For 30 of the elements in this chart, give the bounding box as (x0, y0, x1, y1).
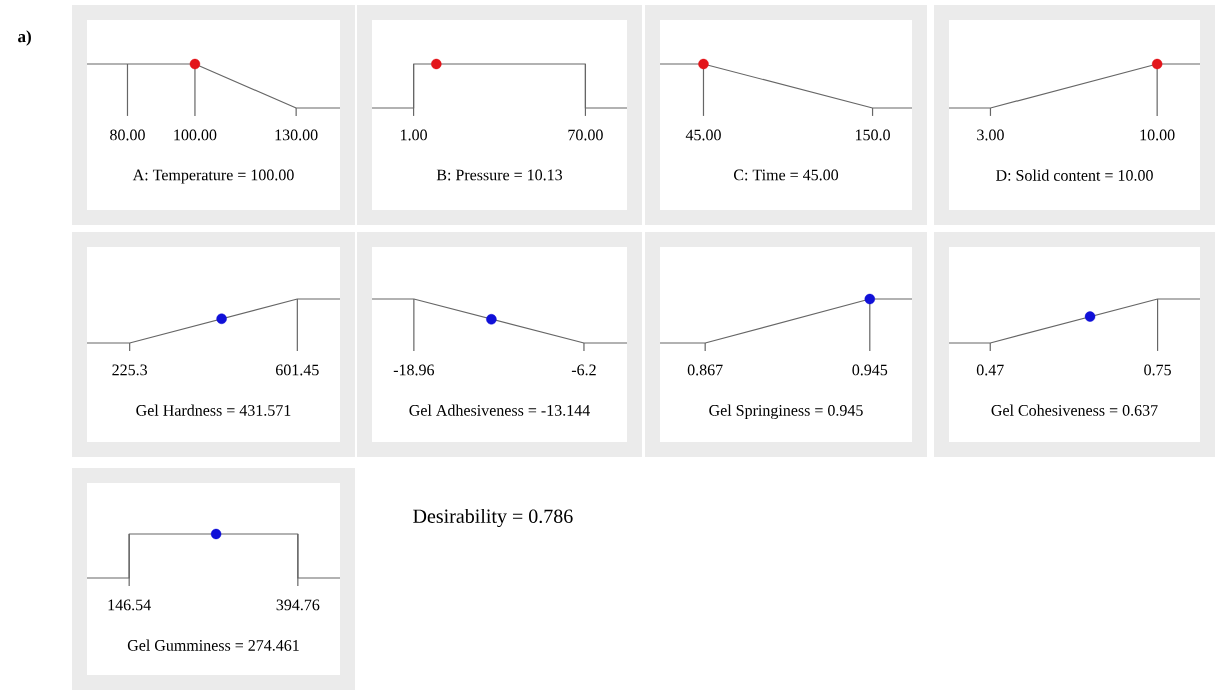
x-tick-label: 10.00 (1140, 129, 1175, 141)
x-axis-title: C: Time = 45.00 (734, 169, 839, 181)
x-tick-label: 1.00 (401, 129, 427, 141)
x-tick-label: -18.96 (393, 364, 435, 376)
text: Desirability = 0.786 (413, 508, 573, 528)
x-axis-title: B: Pressure = 10.13 (436, 169, 563, 181)
x-axis-title: Gel Springiness = 0.945 (709, 404, 863, 420)
x-tick-label: 130.00 (275, 129, 318, 141)
x-axis-title: Gel Cohesiveness = 0.637 (991, 404, 1158, 416)
x-axis-title: Gel Gumminess = 274.461 (127, 639, 299, 651)
x-tick-label: 80.00 (110, 129, 145, 141)
x-tick-label: 0.47 (976, 364, 1004, 376)
x-tick-label: 394.76 (276, 599, 320, 611)
x-tick-label: 146.54 (108, 599, 151, 611)
x-tick-label: 100.00 (174, 129, 217, 141)
text: a) (18, 30, 31, 46)
x-tick-label: 0.867 (687, 364, 723, 376)
x-axis-title: A: Temperature = 100.00 (132, 169, 294, 184)
x-tick-label: 601.45 (276, 364, 319, 376)
x-axis-title: D: Solid content = 10.00 (996, 169, 1153, 181)
x-tick-label: 0.75 (1144, 364, 1171, 376)
x-axis-title: Gel Hardness = 431.571 (136, 404, 291, 416)
x-tick-label: -6.2 (571, 364, 596, 376)
x-tick-label: 70.00 (568, 129, 603, 141)
x-axis-title: Gel Adhesiveness = -13.144 (409, 404, 590, 416)
x-tick-label: 3.00 (977, 129, 1004, 141)
x-tick-label: 150.0 (855, 129, 890, 141)
x-tick-label: 225.3 (112, 364, 148, 376)
x-tick-label: 0.945 (852, 364, 888, 376)
x-tick-label: 45.00 (685, 129, 721, 141)
